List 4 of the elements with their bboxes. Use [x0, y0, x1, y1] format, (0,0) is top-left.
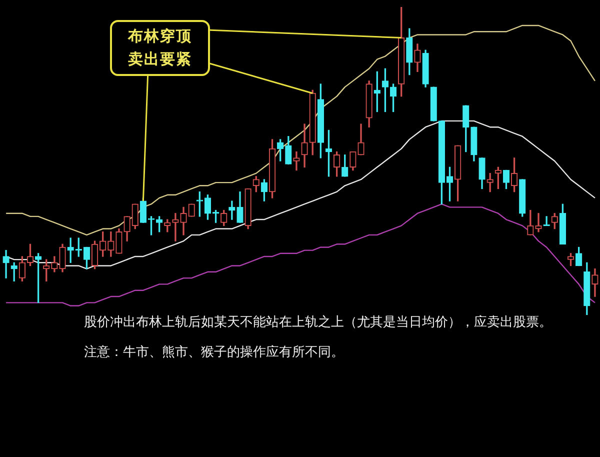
annotation: 卖出要紧: [127, 49, 193, 70]
annotation: 布林穿顶: [126, 26, 193, 47]
annotation: 股价冲出布林上轨后如某天不能站在上轨之上（尤其是当日均价），应卖出股票。: [84, 314, 552, 331]
text: 注意：牛市、熊市、猴子的操作应有所不同。: [84, 344, 344, 361]
